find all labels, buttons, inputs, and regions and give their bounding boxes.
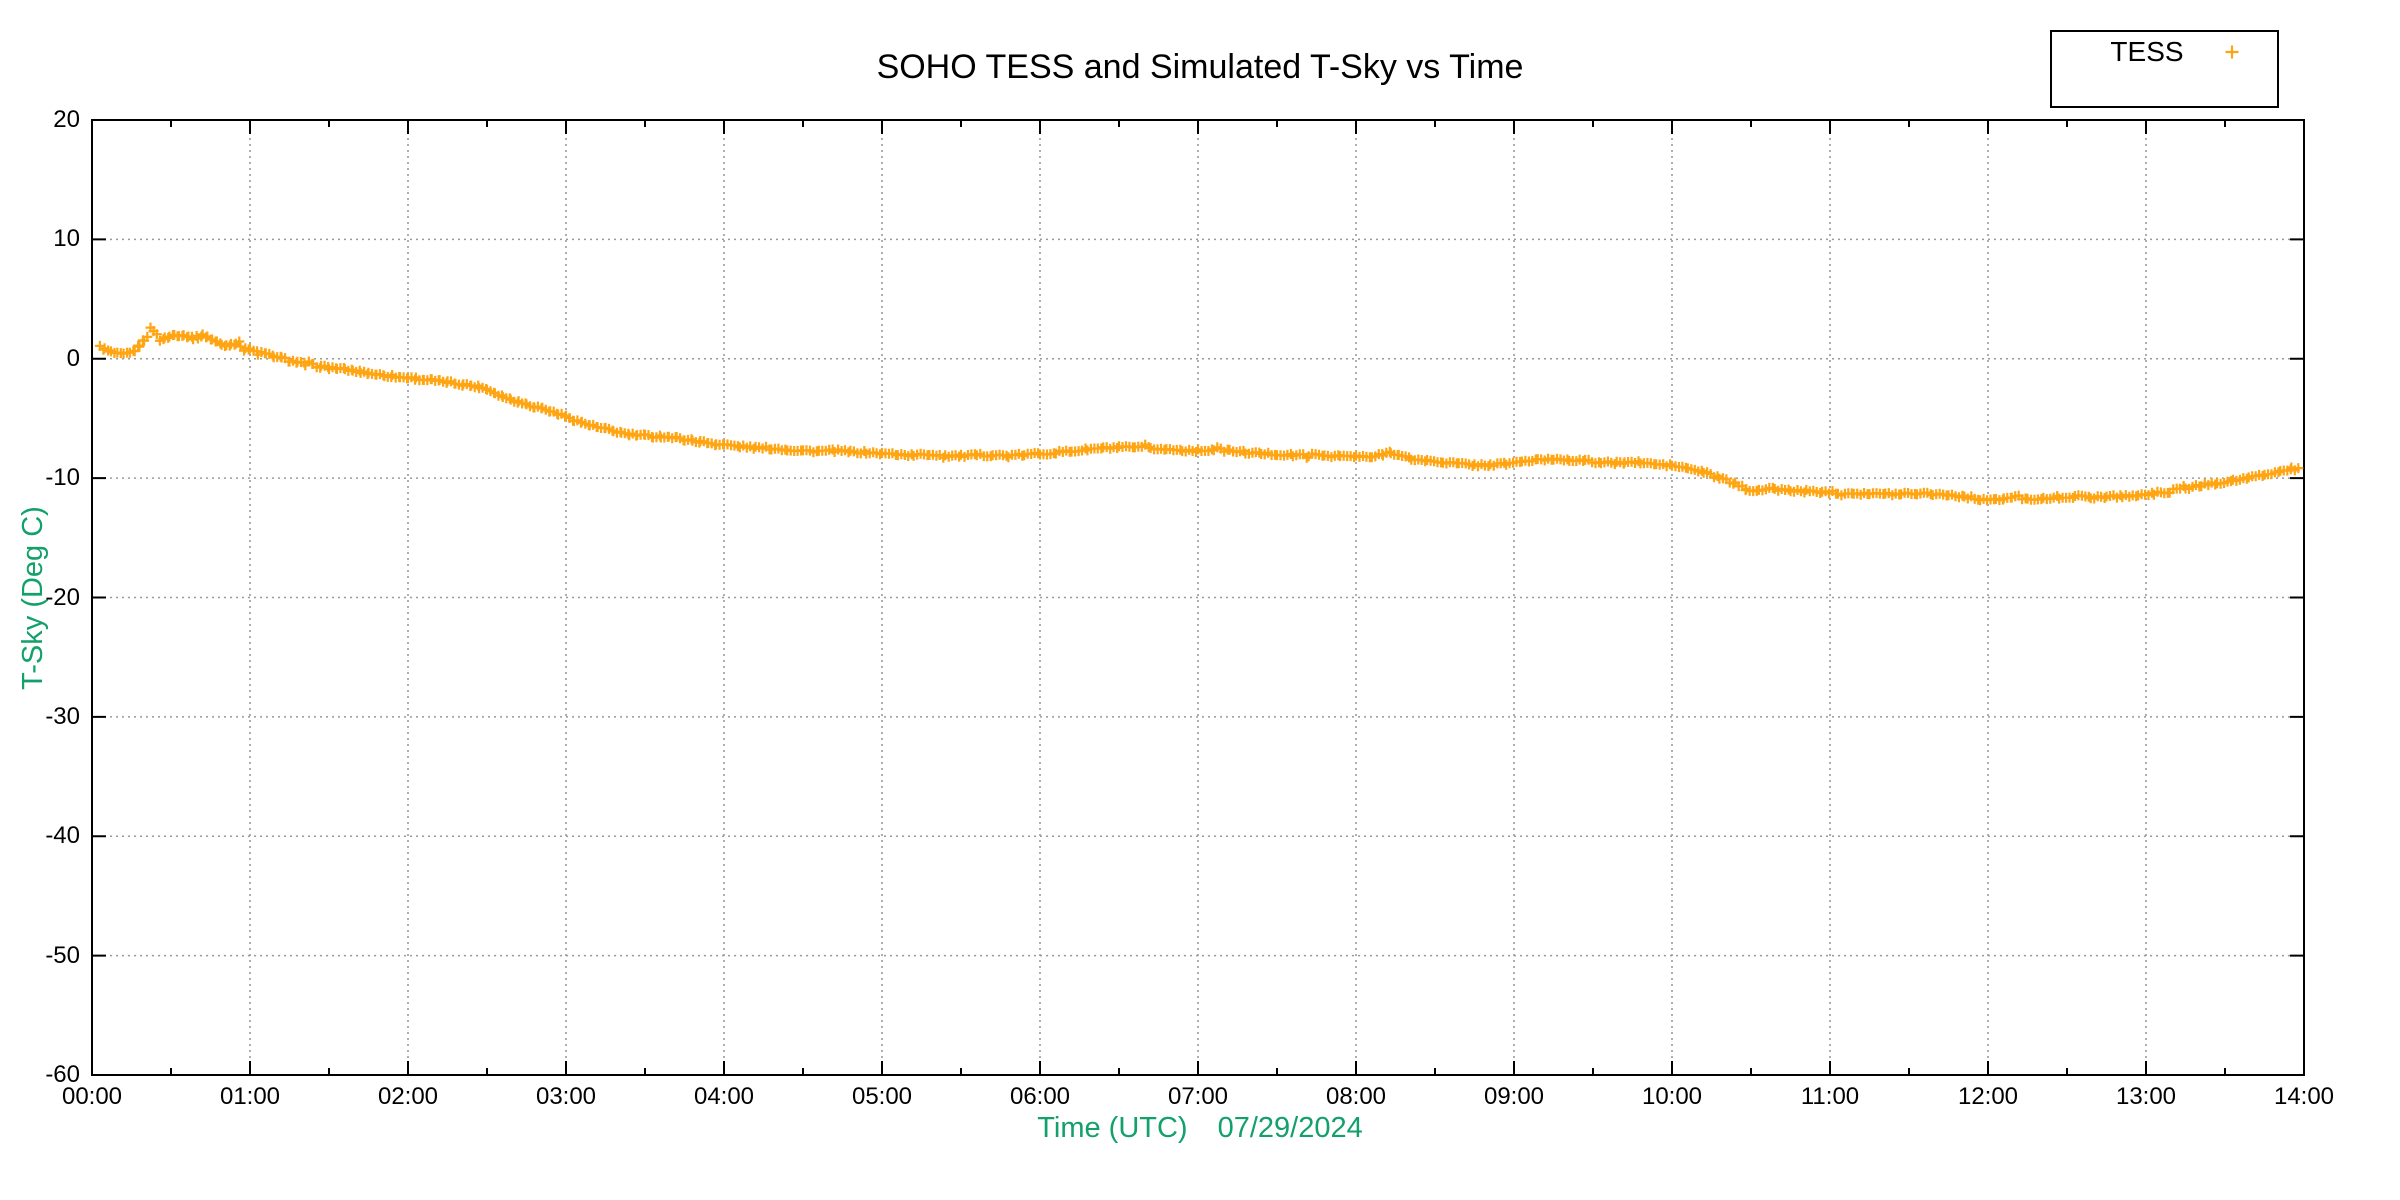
x-tick-label: 01:00 [219,1083,281,1110]
x-axis-label: Time (UTC) [1037,1112,1188,1144]
x-tick-label: 00:00 [61,1083,123,1110]
x-tick-label: 10:00 [1641,1083,1703,1110]
y-tick-label: -60 [45,1061,80,1088]
series-tess-markers [94,322,2304,506]
y-tick-label: 10 [53,225,80,253]
x-tick-label: 07:00 [1167,1083,1229,1110]
y-tick-label: 0 [66,344,80,372]
plus-marker-icon [2225,45,2239,59]
x-tick-label: 02:00 [377,1083,439,1110]
legend-row-empty [2052,71,2277,110]
legend-label-tess: TESS [2110,36,2184,67]
x-tick-label: 03:00 [535,1083,597,1110]
plot-border [91,119,2305,1076]
x-axis-date: 07/29/2024 [1217,1112,1363,1144]
x-tick-label: 08:00 [1325,1083,1387,1110]
x-tick-label: 14:00 [2273,1083,2335,1110]
x-tick-label: 09:00 [1483,1083,1545,1110]
y-tick-label: -20 [45,583,80,611]
x-tick-label: 13:00 [2115,1083,2177,1110]
x-tick-label: 06:00 [1009,1083,1071,1110]
legend: TESS [2050,30,2279,108]
y-tick-label: -10 [45,464,80,492]
x-tick-label: 12:00 [1957,1083,2019,1110]
y-tick-label: -50 [45,941,80,969]
chart-title: SOHO TESS and Simulated T-Sky vs Time [876,48,1524,86]
x-axis-label-row: Time (UTC) 07/29/2024 [0,1112,2400,1145]
y-tick-label: -40 [45,822,80,850]
x-tick-label: 04:00 [693,1083,755,1110]
y-tick-label: 20 [53,106,80,133]
legend-row-tess: TESS [2052,32,2277,71]
y-tick-label: -30 [45,702,80,730]
x-tick-label: 11:00 [1800,1083,1860,1110]
x-tick-label: 05:00 [851,1083,913,1110]
